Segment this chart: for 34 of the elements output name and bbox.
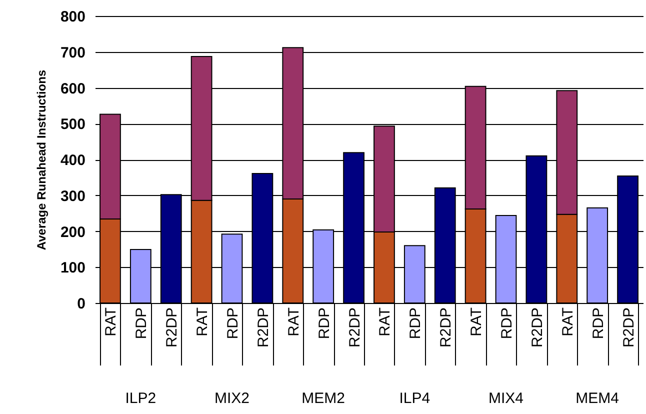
text: MEM2	[302, 390, 346, 407]
x-tick-label: RAT	[468, 308, 486, 336]
x-tick-label: R2DP	[346, 308, 364, 348]
y-tick-label: 700	[60, 44, 86, 62]
text: MIX4	[488, 390, 524, 407]
x-tick-label: R2DP	[438, 308, 455, 348]
y-tick-label: 0	[77, 296, 86, 312]
x-tick-label: RAT	[376, 308, 394, 336]
x-tick-label: R2DP	[254, 308, 272, 348]
y-tick-label: 500	[60, 116, 86, 134]
x-tick-label: R2DP	[164, 308, 181, 348]
text: MEM4	[576, 390, 620, 407]
x-tick-label: RAT	[285, 308, 302, 336]
text: MIX2	[214, 390, 250, 407]
x-tick-label: RDP	[590, 308, 607, 340]
x-tick-label: RDP	[407, 308, 424, 340]
x-tick-label: RAT	[102, 308, 120, 336]
y-axis-title: Average Runahead Instructions	[34, 70, 48, 250]
y-tick-label: 400	[60, 152, 86, 169]
x-tick-label: RDP	[498, 308, 516, 340]
x-tick-label: RAT	[194, 308, 212, 336]
x-tick-label: RDP	[316, 308, 333, 340]
x-tick-label: RAT	[559, 308, 576, 336]
x-tick-label: RDP	[133, 308, 150, 340]
x-tick-label: R2DP	[620, 308, 638, 348]
y-tick-label: 600	[60, 80, 86, 98]
text: ILP2	[125, 390, 156, 407]
x-tick-label: RDP	[224, 308, 242, 340]
y-tick-label: 800	[60, 8, 86, 26]
x-tick-label: R2DP	[528, 308, 546, 348]
y-tick-label: 300	[60, 188, 86, 205]
text: ILP4	[399, 390, 430, 407]
y-tick-label: 100	[60, 260, 86, 277]
y-tick-label: 200	[60, 224, 86, 241]
